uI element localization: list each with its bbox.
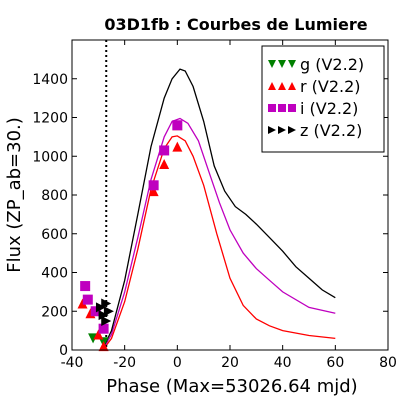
legend-marker-r — [288, 82, 296, 90]
data-point-z — [98, 310, 109, 321]
legend-marker-z — [278, 126, 286, 134]
y-tick-label: 800 — [41, 188, 68, 204]
data-point-i — [90, 306, 101, 317]
y-tick-label: 600 — [41, 227, 68, 243]
data-point-i — [98, 323, 109, 334]
data-point-z — [103, 306, 114, 317]
legend-marker-r — [278, 82, 286, 90]
data-point-z — [101, 298, 112, 309]
data-point-r — [77, 298, 88, 309]
legend-marker-g — [278, 60, 286, 68]
model-curve-z — [103, 68, 336, 348]
legend-marker-r — [268, 82, 276, 90]
x-tick-label: 40 — [274, 355, 292, 371]
data-point-r — [172, 141, 183, 152]
y-tick-label: 200 — [41, 304, 68, 320]
data-point-i — [80, 281, 91, 292]
legend-label-z: z (V2.2) — [300, 121, 362, 140]
x-tick-label: -40 — [61, 355, 84, 371]
data-point-r — [98, 341, 109, 352]
model-curve-i — [103, 117, 336, 349]
x-tick-label: 20 — [221, 355, 239, 371]
x-tick-label: 0 — [173, 355, 182, 371]
data-point-z — [95, 302, 106, 313]
chart-title: 03D1fb : Courbes de Lumiere — [104, 15, 367, 34]
y-tick-label: 1000 — [32, 149, 68, 165]
legend-label-g: g (V2.2) — [300, 55, 364, 74]
legend-marker-i — [268, 104, 276, 112]
legend-marker-i — [288, 104, 296, 112]
y-tick-label: 1200 — [32, 111, 68, 127]
y-axis-label: Flux (ZP_ab=30.) — [4, 117, 25, 273]
y-tick-label: 400 — [41, 266, 68, 282]
data-point-i — [172, 120, 183, 131]
data-point-r — [93, 329, 104, 340]
x-tick-label: 80 — [379, 355, 397, 371]
x-axis-label: Phase (Max=53026.64 mjd) — [106, 376, 357, 397]
data-point-i — [148, 180, 159, 191]
data-point-z — [101, 315, 112, 326]
legend-label-r: r (V2.2) — [300, 77, 361, 96]
legend-marker-z — [268, 126, 276, 134]
plot-area — [77, 40, 336, 352]
data-point-i — [82, 294, 93, 305]
data-point-r — [159, 159, 170, 169]
legend-marker-g — [288, 60, 296, 68]
legend-marker-i — [278, 104, 286, 112]
x-tick-label: 60 — [326, 355, 344, 371]
y-tick-label: 0 — [59, 343, 68, 359]
data-point-r — [148, 186, 159, 197]
model-curve-r — [103, 135, 336, 350]
x-tick-label: -20 — [113, 355, 136, 371]
legend-label-i: i (V2.2) — [300, 99, 358, 118]
legend-marker-z — [288, 126, 296, 134]
data-point-i — [159, 145, 170, 156]
y-tick-label: 1400 — [32, 72, 68, 88]
legend-marker-g — [268, 60, 276, 68]
legend: g (V2.2) r (V2.2) i (V2.2) z (V2.2) — [261, 45, 385, 153]
